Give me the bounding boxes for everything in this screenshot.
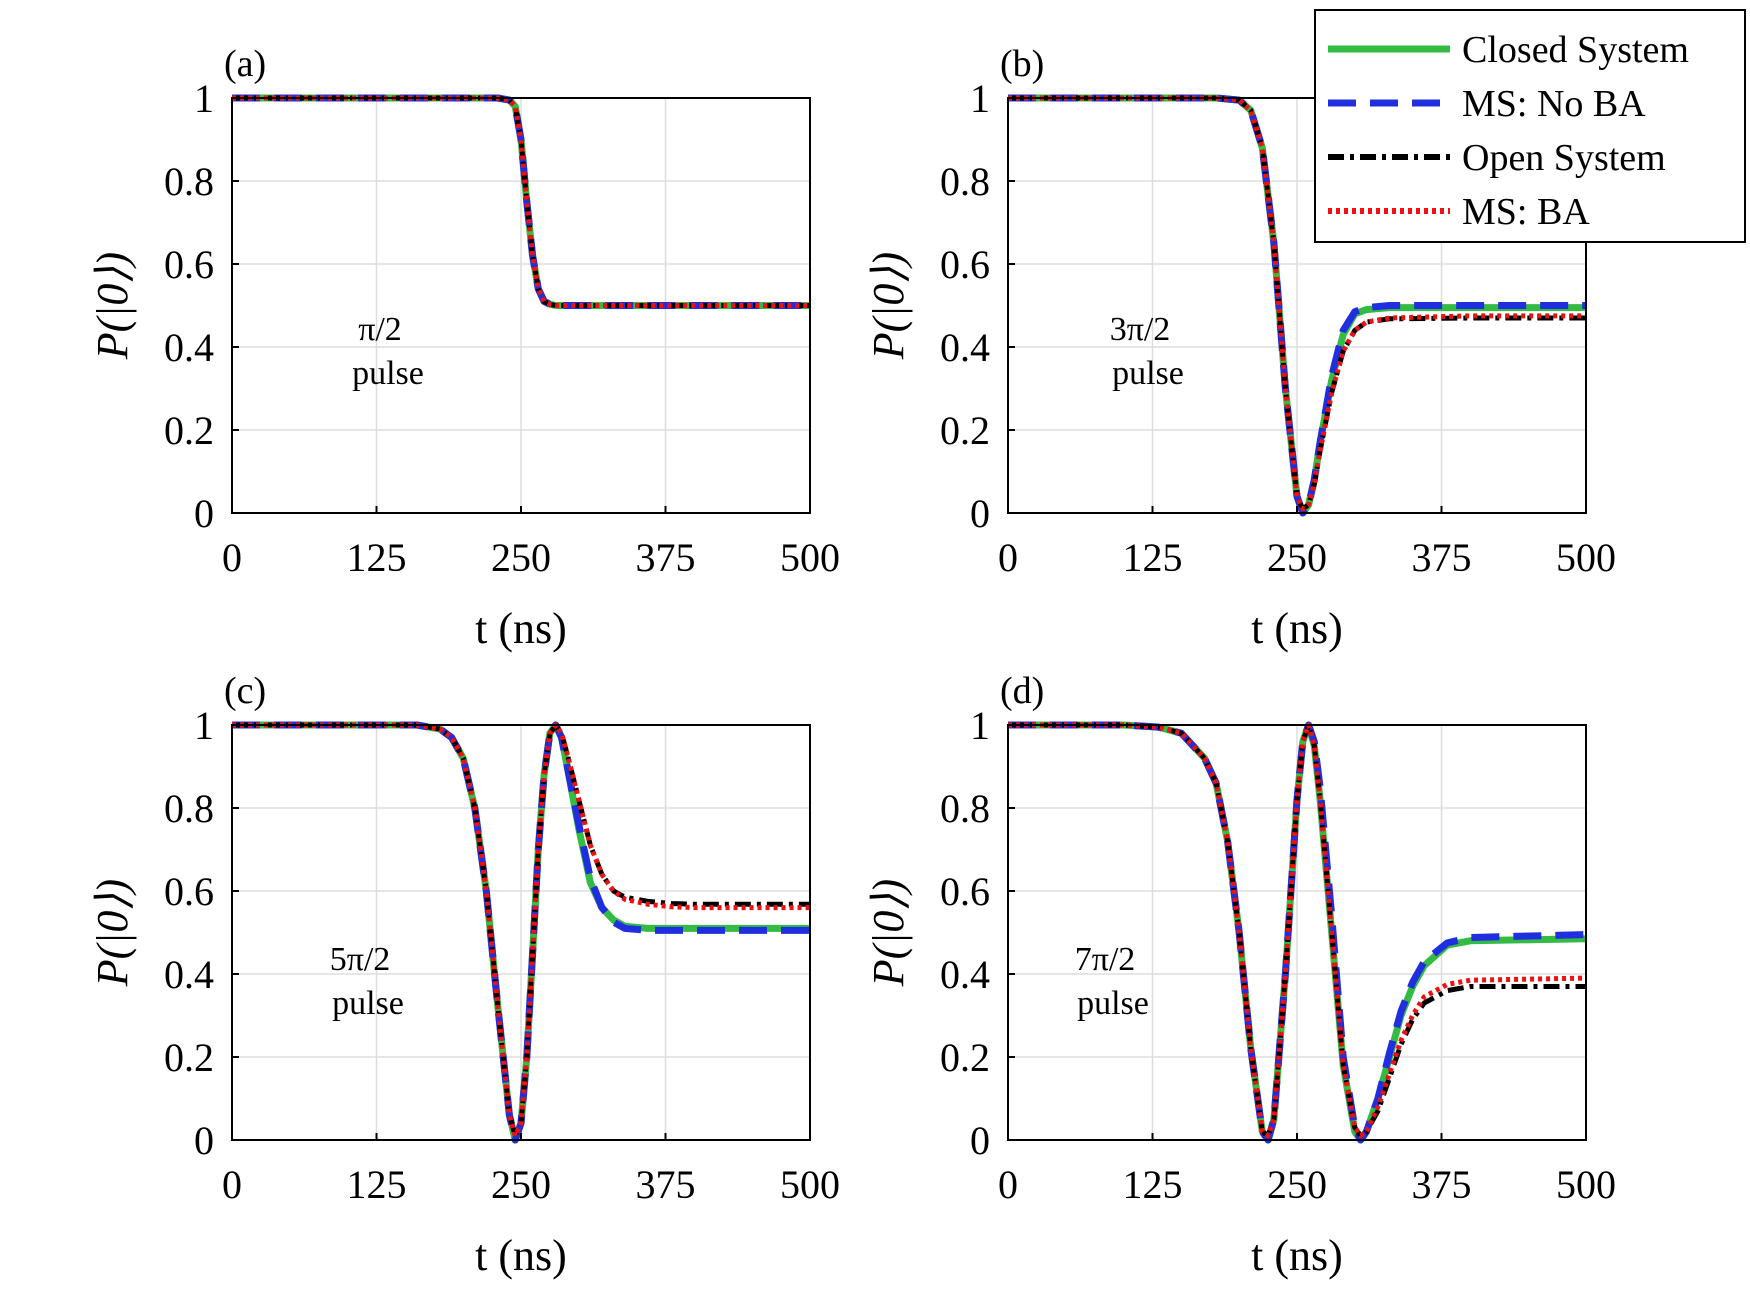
- panel-d-ylabel: P(|0⟩): [864, 879, 913, 987]
- panel-d-ytick-label-2: 0.4: [940, 952, 990, 997]
- panel-a-ytick-label-5: 1: [194, 76, 214, 121]
- panel-a-xtick-label-3: 375: [636, 535, 696, 580]
- panel-d-ytick-label-3: 0.6: [940, 869, 990, 914]
- panel-b-ytick-label-1: 0.2: [940, 408, 990, 453]
- panel-b-xtick-label-4: 500: [1556, 535, 1616, 580]
- panel-b-ytick-label-3: 0.6: [940, 242, 990, 287]
- panel-b-xtick-label-2: 250: [1267, 535, 1327, 580]
- panel-a-ytick-label-0: 0: [194, 491, 214, 536]
- panel-c-ytick-label-3: 0.6: [164, 869, 214, 914]
- panel-c-ytick-label-0: 0: [194, 1118, 214, 1163]
- panel-d-xtick-label-2: 250: [1267, 1162, 1327, 1207]
- panel-b-xtick-label-1: 125: [1123, 535, 1183, 580]
- panel-c-ytick-label-1: 0.2: [164, 1035, 214, 1080]
- panel-c-ylabel: P(|0⟩): [88, 879, 137, 987]
- panel-a-label: (a): [224, 43, 266, 85]
- panel-b-xlabel: t (ns): [1251, 604, 1343, 653]
- panel-d-xtick-label-3: 375: [1412, 1162, 1472, 1207]
- panel-b-series-ms-ba: [1008, 95, 1586, 512]
- legend-entry-closed-system: Closed System: [1462, 29, 1689, 71]
- panel-a: 0 125 250 375 500 0 0.2 0.4 0.6 0.8 1(a) t (ns) P(|0…: [88, 43, 840, 653]
- panel-a-annotation-line-0: π/2: [358, 311, 402, 348]
- panel-b-ytick-label-0: 0: [970, 491, 990, 536]
- panel-c-label: (c): [224, 670, 266, 712]
- panel-c-ytick-label-5: 1: [194, 703, 214, 748]
- panel-c-series-ms-no-ba: [232, 721, 810, 1144]
- panel-a-xlabel: t (ns): [475, 604, 567, 653]
- panel-c: 0 125 250 375 500 0 0.2 0.4 0.6 0.8 1(c) t (ns) P(|0…: [88, 670, 840, 1280]
- panel-a-ylabel: P(|0⟩): [88, 252, 137, 360]
- panel-b-ytick-label-4: 0.8: [940, 159, 990, 204]
- panel-c-ytick-label-2: 0.4: [164, 952, 214, 997]
- panel-d-xtick-label-0: 0: [998, 1162, 1018, 1207]
- panel-b-xtick-label-0: 0: [998, 535, 1018, 580]
- panel-c-xlabel: t (ns): [475, 1231, 567, 1280]
- panel-a-ytick-label-4: 0.8: [164, 159, 214, 204]
- panel-b-ylabel: P(|0⟩): [864, 252, 913, 360]
- panel-b-annotation-line-0: 3π/2: [1110, 311, 1171, 348]
- panel-b-label: (b): [1000, 43, 1044, 85]
- panel-d-ytick-label-4: 0.8: [940, 786, 990, 831]
- panel-c-xtick-label-2: 250: [491, 1162, 551, 1207]
- panel-a-xtick-label-0: 0: [222, 535, 242, 580]
- legend: Closed System MS: No BA Open System MS: …: [1314, 9, 1746, 243]
- panel-c-series-ms-ba: [232, 722, 810, 1139]
- panel-b-xtick-label-3: 375: [1412, 535, 1472, 580]
- panel-d-xtick-label-1: 125: [1123, 1162, 1183, 1207]
- panel-d-ytick-label-0: 0: [970, 1118, 990, 1163]
- panel-d-xlabel: t (ns): [1251, 1231, 1343, 1280]
- panel-c-xtick-label-3: 375: [636, 1162, 696, 1207]
- panel-c-xtick-label-1: 125: [347, 1162, 407, 1207]
- panel-b-ytick-label-5: 1: [970, 76, 990, 121]
- panel-c-ytick-label-4: 0.8: [164, 786, 214, 831]
- legend-entry-ms-ba: MS: BA: [1462, 191, 1590, 233]
- panel-b-ytick-label-2: 0.4: [940, 325, 990, 370]
- panel-c-xtick-label-0: 0: [222, 1162, 242, 1207]
- panel-d-annotation-line-0: 7π/2: [1075, 941, 1136, 978]
- panel-c-annotation-line-0: 5π/2: [330, 941, 391, 978]
- panel-d-ytick-label-1: 0.2: [940, 1035, 990, 1080]
- panel-a-xtick-label-1: 125: [347, 535, 407, 580]
- legend-entry-open-system: Open System: [1462, 137, 1666, 179]
- panel-d-label: (d): [1000, 670, 1044, 712]
- panel-a-ytick-label-3: 0.6: [164, 242, 214, 287]
- panel-a-xtick-label-2: 250: [491, 535, 551, 580]
- panel-d-ytick-label-5: 1: [970, 703, 990, 748]
- panel-b-annotation-line-1: pulse: [1112, 355, 1184, 392]
- panel-a-ytick-label-2: 0.4: [164, 325, 214, 370]
- panel-c-annotation-line-1: pulse: [332, 985, 404, 1022]
- panel-d: 0 125 250 375 500 0 0.2 0.4 0.6 0.8 1(d) t (ns) P(|0…: [864, 670, 1616, 1280]
- panel-d-annotation-line-1: pulse: [1077, 985, 1149, 1022]
- panel-a-xtick-label-4: 500: [780, 535, 840, 580]
- panel-c-xtick-label-4: 500: [780, 1162, 840, 1207]
- panel-d-xtick-label-4: 500: [1556, 1162, 1616, 1207]
- legend-entry-ms-no-ba: MS: No BA: [1462, 83, 1646, 125]
- panel-a-ytick-label-1: 0.2: [164, 408, 214, 453]
- panel-a-annotation-line-1: pulse: [352, 355, 424, 392]
